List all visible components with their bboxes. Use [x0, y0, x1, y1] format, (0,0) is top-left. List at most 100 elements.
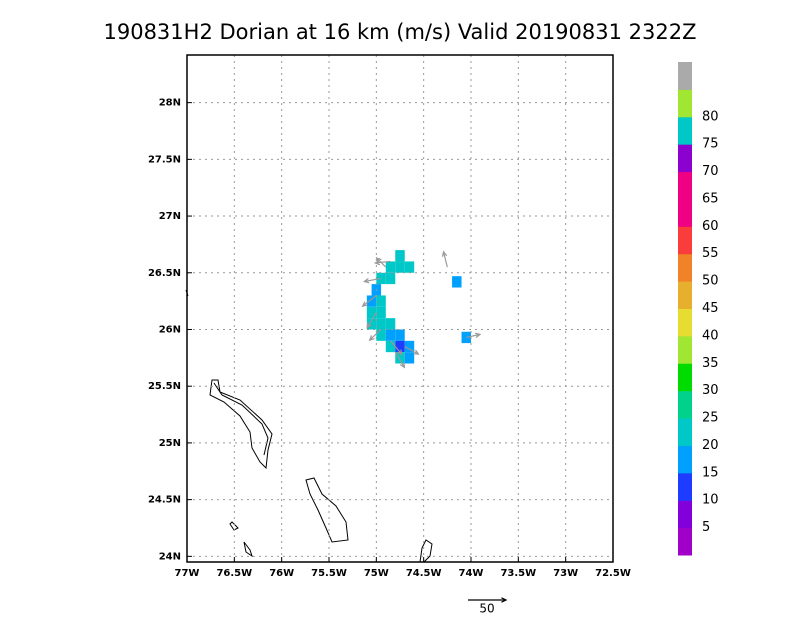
arrow-shaft: [376, 257, 387, 268]
wind-cell: [395, 329, 405, 341]
y-tick-label: 24.5N: [148, 495, 181, 506]
y-tick-label: 25.5N: [148, 381, 181, 392]
colorbar-label: 70: [702, 164, 719, 179]
colorbar-box: [678, 527, 692, 556]
arrow-head: [413, 349, 420, 355]
x-tick-label: 74.5W: [406, 568, 442, 579]
arrow-head: [362, 278, 370, 284]
reference-vector-label: 50: [479, 602, 494, 616]
colorbar-box: [678, 116, 692, 145]
wind-cell: [385, 261, 396, 273]
colorbar-label: 45: [702, 301, 719, 316]
x-tick-label: 76.5W: [216, 568, 252, 579]
wind-cell: [404, 340, 415, 353]
colorbar-label: 5: [702, 520, 710, 535]
wind-cell: [452, 276, 462, 288]
x-tick-label: 74W: [459, 568, 484, 579]
wind-vector: [375, 257, 387, 268]
arrow-shaft: [366, 312, 377, 328]
colorbar-box: [678, 418, 692, 446]
colorbar-box: [678, 198, 692, 227]
colorbar-box: [678, 281, 692, 309]
reference-vector: [468, 597, 508, 603]
colorbar-box: [678, 363, 692, 392]
colorbar-label: 35: [702, 356, 719, 371]
wind-vector: [361, 294, 377, 307]
arrow-shaft: [364, 277, 382, 283]
colorbar-label: 40: [702, 328, 719, 343]
wind-cell: [385, 272, 396, 285]
y-tick-label: 24N: [159, 551, 181, 562]
arrow-shaft: [362, 294, 377, 307]
colorbar-box: [678, 253, 692, 282]
plot-frame: [186, 54, 614, 563]
colorbar-box: [678, 62, 692, 90]
colorbar-box: [678, 500, 692, 529]
coastline: [243, 541, 253, 558]
wind-vector: [366, 312, 377, 329]
wind-vector: [368, 329, 382, 342]
colorbar-box: [678, 171, 692, 200]
colorbar-label: 15: [702, 465, 719, 480]
arrow-head: [474, 332, 482, 338]
wind-cell: [376, 306, 386, 319]
wind-cell: [404, 261, 415, 273]
arrow-head: [375, 257, 382, 263]
x-tick-label: 77W: [175, 568, 200, 579]
wind-cell: [395, 261, 405, 273]
y-tick-label: 28N: [159, 98, 181, 109]
arrow-head: [361, 301, 368, 307]
arrow-head: [368, 335, 375, 342]
wind-cell: [395, 250, 405, 262]
colorbar-box: [678, 226, 692, 255]
coastline: [209, 379, 273, 470]
arrow-head: [501, 597, 508, 603]
arrow-shaft: [394, 351, 405, 368]
wind-vector: [394, 351, 406, 369]
wind-vector: [404, 345, 420, 355]
coastline: [213, 382, 269, 456]
y-tick-label: 27N: [159, 211, 181, 222]
wind-cell: [366, 306, 377, 319]
colorbar-box: [678, 308, 692, 337]
arrow-shaft: [390, 340, 403, 355]
wind-cell: [366, 295, 377, 307]
wind-cell: [385, 318, 396, 330]
wind-cell: [376, 329, 386, 341]
colorbar-label: 75: [702, 137, 719, 152]
wind-cell: [404, 352, 415, 364]
colorbar-box: [678, 89, 692, 118]
x-tick-label: 75.5W: [311, 568, 347, 579]
wind-cell: [395, 340, 405, 353]
wind-cell: [395, 352, 405, 364]
x-tick-label: 73W: [553, 568, 578, 579]
coastlines: [185, 289, 433, 563]
colorbar-label: 55: [702, 246, 719, 261]
x-tick-label: 73.5W: [500, 568, 536, 579]
arrow-head: [397, 349, 403, 356]
colorbar-box: [678, 445, 692, 474]
wind-cell: [385, 329, 396, 341]
colorbar-box: [678, 472, 692, 501]
x-tick-label: 76W: [269, 568, 294, 579]
arrow-head: [366, 322, 372, 329]
y-tick-label: 27.5N: [148, 154, 181, 165]
coastline: [419, 539, 433, 563]
colorbar-label: 30: [702, 383, 719, 398]
arrow-shaft: [369, 329, 382, 341]
y-tick-label: 25N: [159, 438, 181, 449]
y-tick-label: 26.5N: [148, 268, 181, 279]
wind-cell: [376, 295, 386, 307]
y-tick-label: 26N: [159, 324, 181, 335]
x-tick-label: 75W: [364, 568, 389, 579]
colorbar-box: [678, 390, 692, 419]
wind-vector: [466, 332, 482, 339]
wind-cell: [366, 318, 377, 330]
arrow-shaft: [404, 345, 419, 355]
colorbar-box: [678, 144, 692, 173]
wind-cell: [385, 340, 396, 353]
wind-cell: [376, 318, 386, 330]
wind-vector: [362, 277, 382, 284]
colorbar-box: [678, 335, 692, 364]
